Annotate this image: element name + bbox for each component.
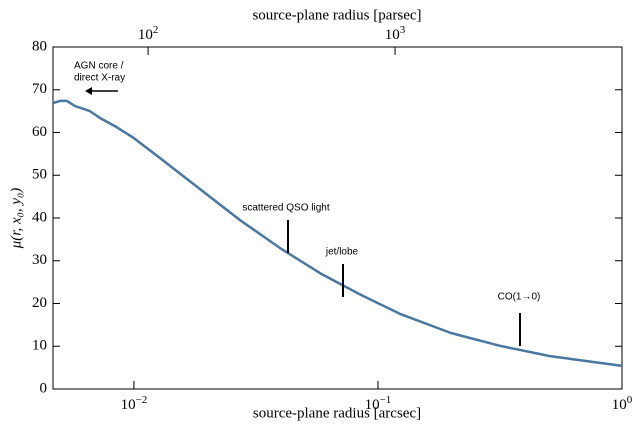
- x-tick-label: 10−2: [121, 394, 148, 414]
- x2-tick-label: 103: [385, 24, 406, 44]
- x2-axis-label: source-plane radius [parsec]: [252, 7, 421, 23]
- annotation-text: scattered QSO light: [242, 203, 329, 214]
- y-tick-label: 20: [32, 295, 47, 311]
- annotation-text: CO(1→0): [498, 292, 541, 303]
- y-tick-label: 50: [32, 167, 47, 183]
- plot-frame: [52, 46, 623, 390]
- y-tick-label: 30: [32, 252, 47, 268]
- y-tick-label: 80: [32, 38, 47, 54]
- y-tick-label: 60: [32, 124, 47, 140]
- annotation-arrowhead: [85, 87, 92, 95]
- annotation-text: jet/lobe: [325, 247, 359, 258]
- y-tick-label: 0: [40, 380, 48, 396]
- annotation-text: direct X-ray: [74, 73, 125, 84]
- line-series: [52, 99, 623, 368]
- x-tick-label: 10−1: [365, 394, 392, 414]
- annotation-text: AGN core /: [74, 61, 124, 72]
- y-tick-label: 70: [32, 81, 47, 97]
- x2-tick-label: 102: [138, 24, 159, 44]
- y-tick-label: 40: [32, 209, 47, 225]
- x-tick-label: 100: [612, 394, 633, 414]
- y-tick-label: 10: [32, 338, 47, 354]
- x-axis-label: source-plane radius [arcsec]: [253, 405, 421, 421]
- y-axis-label: μ(r, x₀, y₀): [8, 188, 24, 249]
